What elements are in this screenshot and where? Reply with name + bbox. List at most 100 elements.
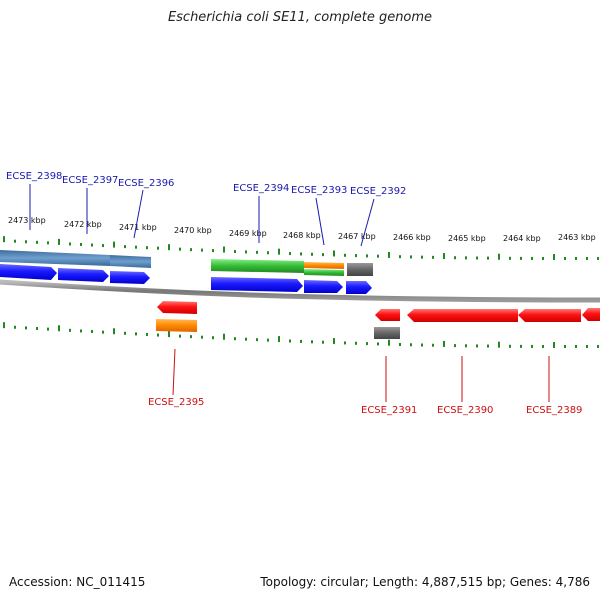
- tick-label: 2471 kbp: [119, 223, 157, 232]
- minor-tick: [597, 257, 599, 260]
- minor-tick: [575, 345, 577, 348]
- minor-tick: [465, 344, 467, 348]
- cds-arrow: [375, 309, 400, 321]
- major-tick: [333, 250, 335, 257]
- major-tick: [3, 322, 5, 329]
- major-tick: [553, 253, 555, 260]
- minor-tick: [366, 254, 368, 258]
- minor-tick: [157, 246, 159, 250]
- minor-tick: [586, 345, 588, 348]
- minor-tick: [80, 243, 82, 247]
- minor-tick: [421, 255, 423, 259]
- minor-tick: [179, 334, 181, 338]
- forward-cds: [0, 264, 372, 294]
- minor-tick: [597, 345, 599, 348]
- reverse-cds: [156, 301, 600, 339]
- minor-tick: [355, 341, 357, 345]
- cds-arrow: [211, 277, 303, 292]
- minor-tick: [344, 253, 346, 257]
- minor-tick: [322, 253, 324, 257]
- minor-tick: [36, 327, 38, 331]
- tick-label: 2473 kbp: [8, 216, 46, 225]
- leader-line: [360, 198, 375, 247]
- minor-tick: [476, 344, 478, 348]
- map-title: Escherichia coli SE11, complete genome: [167, 10, 433, 25]
- minor-tick: [201, 335, 203, 339]
- major-tick: [3, 236, 5, 243]
- minor-tick: [47, 327, 49, 331]
- minor-tick: [311, 340, 313, 344]
- upper-tick-row: [3, 236, 599, 260]
- minor-tick: [124, 331, 126, 335]
- minor-tick: [520, 344, 522, 348]
- feature-orange: [304, 262, 344, 269]
- major-tick: [278, 336, 280, 343]
- gene-label: ECSE_2393: [291, 185, 347, 196]
- minor-tick: [531, 344, 533, 348]
- gene-label: ECSE_2395: [148, 397, 204, 408]
- minor-tick: [311, 252, 313, 256]
- gene-label: ECSE_2392: [350, 186, 406, 197]
- tick-label: 2469 kbp: [229, 229, 267, 238]
- major-tick: [443, 340, 445, 347]
- minor-tick: [146, 332, 148, 336]
- minor-tick: [575, 257, 577, 260]
- feature-green: [211, 259, 304, 273]
- scale-labels: 2473 kbp 2472 kbp 2471 kbp 2470 kbp 2469…: [8, 216, 596, 243]
- tick-label: 2468 kbp: [283, 231, 321, 240]
- genome-backbone: [0, 279, 600, 303]
- minor-tick: [212, 336, 214, 340]
- minor-tick: [476, 256, 478, 260]
- major-tick: [223, 333, 225, 340]
- minor-tick: [432, 255, 434, 259]
- feature-green: [304, 269, 344, 276]
- minor-tick: [69, 328, 71, 332]
- minor-tick: [36, 240, 38, 244]
- minor-tick: [377, 254, 379, 258]
- minor-tick: [135, 245, 137, 249]
- major-tick: [223, 246, 225, 253]
- minor-tick: [344, 341, 346, 345]
- major-tick: [443, 253, 445, 260]
- minor-tick: [300, 252, 302, 256]
- minor-tick: [256, 338, 258, 342]
- tick-label: 2465 kbp: [448, 234, 486, 243]
- gene-label: ECSE_2394: [233, 183, 289, 194]
- cds-arrow: [0, 264, 57, 280]
- minor-tick: [91, 330, 93, 334]
- minor-tick: [14, 239, 16, 243]
- minor-tick: [234, 249, 236, 253]
- minor-tick: [146, 246, 148, 250]
- gene-label: ECSE_2389: [526, 405, 582, 416]
- major-tick: [498, 341, 500, 348]
- accession-text: Accession: NC_011415: [9, 575, 146, 589]
- major-tick: [333, 338, 335, 345]
- minor-tick: [300, 339, 302, 343]
- minor-tick: [47, 241, 49, 245]
- minor-tick: [531, 256, 533, 260]
- minor-tick: [586, 257, 588, 260]
- minor-tick: [14, 325, 16, 329]
- cds-arrow: [58, 268, 109, 282]
- cds-arrow: [518, 309, 581, 322]
- minor-tick: [454, 344, 456, 348]
- minor-tick: [135, 332, 137, 336]
- cds-arrow: [346, 281, 372, 294]
- minor-tick: [542, 344, 544, 348]
- minor-tick: [564, 345, 566, 348]
- minor-tick: [432, 343, 434, 347]
- minor-tick: [245, 250, 247, 254]
- minor-tick: [410, 343, 412, 347]
- minor-tick: [520, 256, 522, 260]
- cds-arrow: [304, 280, 343, 293]
- tick-label: 2467 kbp: [338, 232, 376, 241]
- cds-arrow: [110, 271, 150, 284]
- minor-tick: [102, 244, 104, 248]
- minor-tick: [399, 255, 401, 259]
- major-tick: [113, 241, 115, 248]
- major-tick: [58, 325, 60, 332]
- minor-tick: [509, 256, 511, 260]
- major-tick: [58, 238, 60, 245]
- cds-arrow: [157, 301, 197, 314]
